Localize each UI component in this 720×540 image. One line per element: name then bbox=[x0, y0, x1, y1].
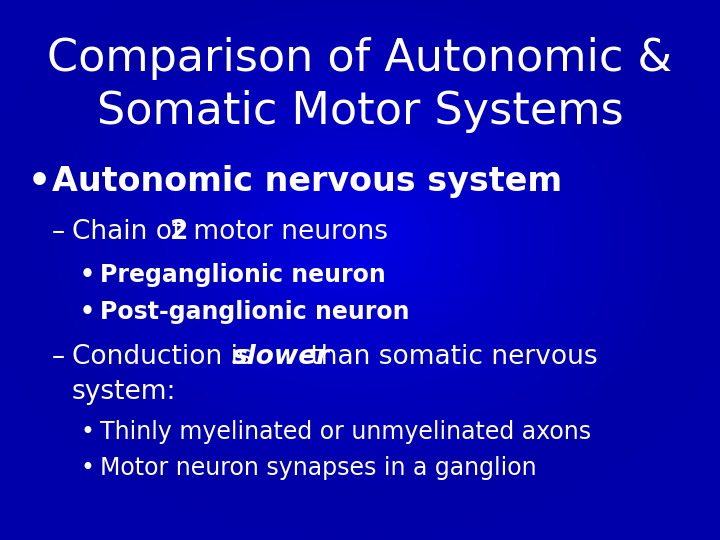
Ellipse shape bbox=[230, 140, 490, 340]
Ellipse shape bbox=[171, 95, 549, 385]
Ellipse shape bbox=[2, 0, 718, 515]
Ellipse shape bbox=[48, 0, 672, 480]
Text: •: • bbox=[80, 420, 94, 444]
Ellipse shape bbox=[250, 155, 470, 325]
Ellipse shape bbox=[158, 85, 562, 395]
Ellipse shape bbox=[42, 0, 678, 485]
Ellipse shape bbox=[139, 70, 581, 410]
Ellipse shape bbox=[61, 10, 659, 470]
Ellipse shape bbox=[126, 60, 594, 420]
Ellipse shape bbox=[263, 165, 457, 315]
Ellipse shape bbox=[113, 50, 607, 430]
Ellipse shape bbox=[197, 115, 523, 365]
Text: •: • bbox=[80, 300, 95, 324]
Ellipse shape bbox=[191, 110, 529, 370]
Ellipse shape bbox=[328, 215, 392, 265]
Ellipse shape bbox=[22, 0, 698, 500]
Ellipse shape bbox=[243, 150, 477, 330]
Ellipse shape bbox=[120, 55, 600, 425]
Ellipse shape bbox=[302, 195, 418, 285]
Text: Autonomic nervous system: Autonomic nervous system bbox=[52, 165, 562, 199]
Text: motor neurons: motor neurons bbox=[185, 219, 388, 245]
Text: Chain of: Chain of bbox=[72, 219, 190, 245]
Ellipse shape bbox=[217, 130, 503, 350]
Ellipse shape bbox=[315, 205, 405, 275]
Ellipse shape bbox=[204, 120, 516, 360]
Ellipse shape bbox=[94, 35, 626, 445]
Text: Conduction is: Conduction is bbox=[72, 344, 260, 370]
Text: •: • bbox=[80, 456, 94, 480]
Ellipse shape bbox=[347, 230, 373, 250]
Text: Post-ganglionic neuron: Post-ganglionic neuron bbox=[100, 300, 410, 324]
Text: •: • bbox=[80, 263, 95, 287]
Text: Thinly myelinated or unmyelinated axons: Thinly myelinated or unmyelinated axons bbox=[100, 420, 591, 444]
Ellipse shape bbox=[210, 125, 510, 355]
Ellipse shape bbox=[236, 145, 484, 335]
Ellipse shape bbox=[165, 90, 555, 390]
Ellipse shape bbox=[256, 160, 464, 320]
Ellipse shape bbox=[354, 235, 366, 245]
Ellipse shape bbox=[282, 180, 438, 300]
Text: •: • bbox=[28, 165, 51, 199]
Text: Comparison of Autonomic &
Somatic Motor Systems: Comparison of Autonomic & Somatic Motor … bbox=[48, 37, 672, 133]
Ellipse shape bbox=[87, 30, 633, 450]
Text: slower: slower bbox=[232, 344, 330, 370]
Ellipse shape bbox=[289, 185, 431, 295]
Ellipse shape bbox=[35, 0, 685, 490]
Ellipse shape bbox=[55, 5, 665, 475]
Ellipse shape bbox=[100, 40, 620, 440]
Text: –: – bbox=[52, 344, 65, 370]
Ellipse shape bbox=[223, 135, 497, 345]
Ellipse shape bbox=[74, 20, 646, 460]
Ellipse shape bbox=[341, 225, 379, 255]
Ellipse shape bbox=[152, 80, 568, 400]
Text: system:: system: bbox=[72, 379, 176, 405]
Ellipse shape bbox=[0, 0, 720, 525]
Ellipse shape bbox=[132, 65, 588, 415]
Ellipse shape bbox=[145, 75, 575, 405]
Ellipse shape bbox=[295, 190, 425, 290]
Ellipse shape bbox=[81, 25, 639, 455]
Ellipse shape bbox=[16, 0, 704, 505]
Text: 2: 2 bbox=[170, 219, 189, 245]
Ellipse shape bbox=[184, 105, 536, 375]
Ellipse shape bbox=[334, 220, 386, 260]
Ellipse shape bbox=[276, 175, 444, 305]
Ellipse shape bbox=[269, 170, 451, 310]
Text: Preganglionic neuron: Preganglionic neuron bbox=[100, 263, 386, 287]
Ellipse shape bbox=[308, 200, 412, 280]
Ellipse shape bbox=[178, 100, 542, 380]
Ellipse shape bbox=[29, 0, 691, 495]
Ellipse shape bbox=[9, 0, 711, 510]
Text: Motor neuron synapses in a ganglion: Motor neuron synapses in a ganglion bbox=[100, 456, 536, 480]
Text: –: – bbox=[52, 219, 65, 245]
Ellipse shape bbox=[0, 0, 720, 520]
Ellipse shape bbox=[68, 15, 652, 465]
Ellipse shape bbox=[321, 210, 399, 270]
Text: than somatic nervous: than somatic nervous bbox=[302, 344, 598, 370]
Ellipse shape bbox=[107, 45, 613, 435]
